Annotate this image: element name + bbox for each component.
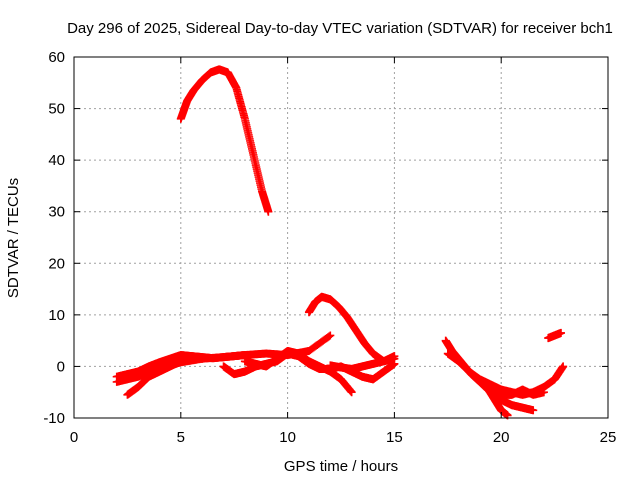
data-point — [390, 359, 399, 368]
y-tick-label: -10 — [43, 410, 65, 427]
data-point — [539, 388, 548, 397]
data-point — [326, 331, 335, 340]
x-tick-label: 0 — [70, 429, 78, 446]
data-point — [390, 352, 399, 361]
y-tick-label: 0 — [57, 358, 65, 375]
y-tick-label: 50 — [48, 101, 65, 118]
x-tick-label: 15 — [386, 429, 403, 446]
y-axis-label: SDTVAR / TECUs — [5, 178, 22, 298]
series-arc-1 — [176, 65, 273, 216]
x-tick-label: 25 — [600, 429, 617, 446]
y-tick-label: 40 — [48, 152, 65, 169]
y-tick-label: 60 — [48, 49, 65, 66]
data-point — [198, 354, 207, 363]
x-tick-label: 5 — [177, 429, 185, 446]
x-tick-label: 10 — [279, 429, 296, 446]
x-axis-label: GPS time / hours — [284, 458, 398, 475]
series-arc-9 — [326, 352, 399, 374]
series-arc-14 — [544, 328, 566, 343]
series-layer — [112, 65, 568, 420]
y-tick-label: 30 — [48, 204, 65, 221]
data-point — [559, 362, 568, 371]
data-point — [325, 332, 334, 341]
data-point — [529, 406, 538, 415]
y-tick-label: 10 — [48, 307, 65, 324]
data-point — [557, 328, 566, 337]
x-tick-label: 20 — [493, 429, 510, 446]
x-axis: 0 5 10 15 20 25 — [70, 57, 617, 446]
chart-title: Day 296 of 2025, Sidereal Day-to-day VTE… — [67, 20, 613, 37]
plot-frame — [73, 56, 609, 419]
y-axis: -10 0 10 20 30 40 50 60 — [43, 49, 608, 427]
series-arc-13 — [486, 385, 548, 399]
series-arc-7 — [304, 292, 399, 366]
series-arc-4 — [123, 353, 207, 399]
y-tick-label: 20 — [48, 255, 65, 272]
data-point — [347, 388, 356, 397]
data-point — [264, 207, 273, 216]
